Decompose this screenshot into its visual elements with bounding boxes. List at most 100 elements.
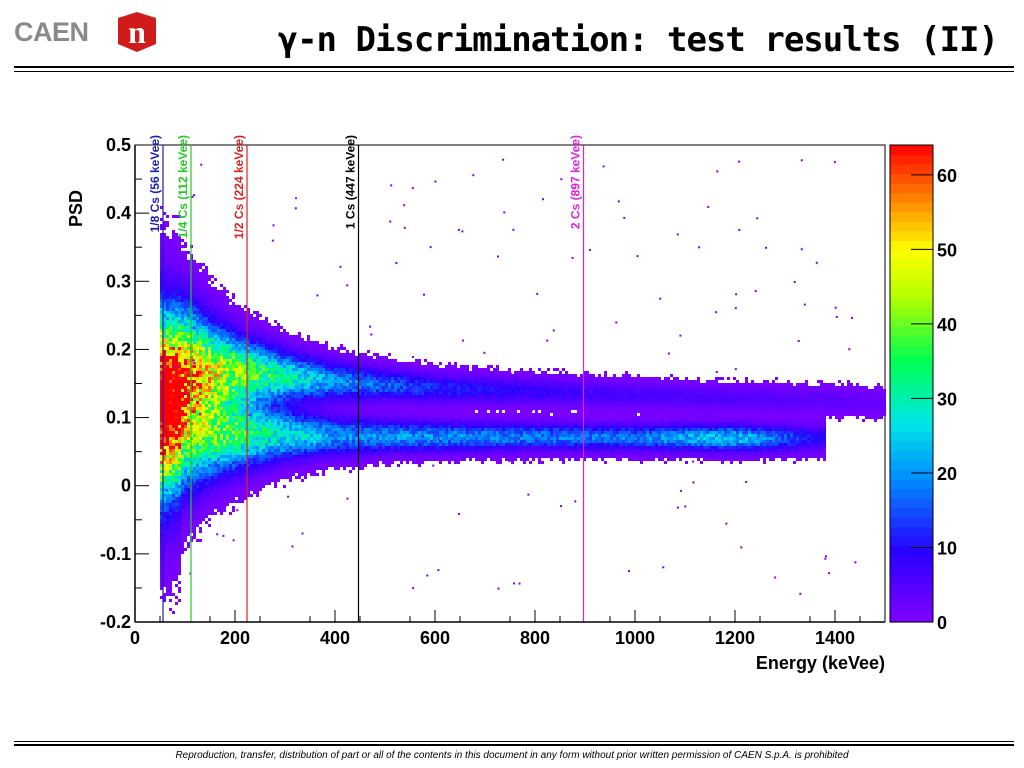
heatmap-cell xyxy=(178,341,181,344)
heatmap-cell xyxy=(211,380,214,383)
heatmap-cell xyxy=(310,413,313,416)
heatmap-cell xyxy=(208,518,211,521)
heatmap-cell xyxy=(370,377,373,380)
heatmap-cell xyxy=(184,365,187,368)
heatmap-cell xyxy=(169,572,172,575)
heatmap-cell xyxy=(241,455,244,458)
heatmap-cell xyxy=(166,437,169,440)
heatmap-cell xyxy=(217,443,220,446)
heatmap-cell xyxy=(265,407,268,410)
heatmap-cell xyxy=(211,332,214,335)
heatmap-cell xyxy=(175,515,178,518)
heatmap-cell xyxy=(295,476,298,479)
heatmap-cell xyxy=(247,416,250,419)
heatmap-cell xyxy=(388,368,391,371)
heatmap-cell xyxy=(199,500,202,503)
heatmap-cell xyxy=(178,494,181,497)
heatmap-cell xyxy=(274,419,277,422)
heatmap-cell xyxy=(202,479,205,482)
heatmap-cell xyxy=(238,371,241,374)
heatmap-cell xyxy=(280,392,283,395)
heatmap-cell xyxy=(253,446,256,449)
heatmap-cell xyxy=(268,443,271,446)
heatmap-cell xyxy=(241,443,244,446)
heatmap-cell xyxy=(166,590,169,593)
heatmap-cell xyxy=(178,371,181,374)
heatmap-cell xyxy=(166,272,169,275)
heatmap-cell xyxy=(208,386,211,389)
heatmap-cell xyxy=(295,452,298,455)
heatmap-cell xyxy=(379,440,382,443)
heatmap-cell xyxy=(307,347,310,350)
heatmap-cell xyxy=(238,443,241,446)
heatmap-cell xyxy=(250,347,253,350)
heatmap-cell xyxy=(178,449,181,452)
heatmap-cell xyxy=(169,281,172,284)
heatmap-cell xyxy=(256,482,259,485)
heatmap-cell xyxy=(211,422,214,425)
heatmap-cell xyxy=(271,410,274,413)
heatmap-cell xyxy=(178,257,181,260)
heatmap-cell xyxy=(166,266,169,269)
heatmap-cell xyxy=(193,425,196,428)
heatmap-cell xyxy=(214,479,217,482)
heatmap-cell xyxy=(397,404,400,407)
heatmap-cell xyxy=(334,353,337,356)
heatmap-cell xyxy=(280,356,283,359)
heatmap-cell xyxy=(247,461,250,464)
heatmap-cell xyxy=(229,329,232,332)
heatmap-cell xyxy=(331,431,334,434)
heatmap-cell xyxy=(220,284,223,287)
heatmap-cell xyxy=(184,332,187,335)
heatmap-cell xyxy=(397,413,400,416)
heatmap-cell xyxy=(199,518,202,521)
heatmap-cell xyxy=(235,461,238,464)
heatmap-cell xyxy=(295,356,298,359)
heatmap-cell xyxy=(199,512,202,515)
heatmap-cell xyxy=(184,539,187,542)
heatmap-cell xyxy=(232,470,235,473)
heatmap-cell xyxy=(169,251,172,254)
heatmap-cell xyxy=(283,440,286,443)
heatmap-cell xyxy=(202,389,205,392)
heatmap-cell xyxy=(253,383,256,386)
heatmap-cell xyxy=(301,410,304,413)
heatmap-cell xyxy=(343,419,346,422)
heatmap-cell xyxy=(382,371,385,374)
heatmap-cell xyxy=(322,431,325,434)
heatmap-cell xyxy=(325,431,328,434)
heatmap-cell xyxy=(382,386,385,389)
heatmap-cell xyxy=(340,398,343,401)
heatmap-cell xyxy=(322,353,325,356)
heatmap-cell xyxy=(163,413,166,416)
heatmap-cell xyxy=(274,344,277,347)
heatmap-cell xyxy=(301,407,304,410)
heatmap-cell xyxy=(346,419,349,422)
heatmap-cell xyxy=(244,458,247,461)
heatmap-cell xyxy=(313,353,316,356)
heatmap-cell xyxy=(349,461,352,464)
heatmap-cell xyxy=(166,572,169,575)
heatmap-cell xyxy=(394,428,397,431)
heatmap-cell xyxy=(376,356,379,359)
heatmap-cell xyxy=(283,329,286,332)
heatmap-cell xyxy=(262,392,265,395)
heatmap-cell xyxy=(379,374,382,377)
heatmap-cell xyxy=(295,422,298,425)
heatmap-cell xyxy=(172,389,175,392)
heatmap-cell xyxy=(346,443,349,446)
heatmap-cell xyxy=(199,290,202,293)
heatmap-cell xyxy=(310,353,313,356)
heatmap-cell xyxy=(217,488,220,491)
heatmap-cell xyxy=(304,353,307,356)
heatmap-cell xyxy=(238,314,241,317)
heatmap-cell xyxy=(349,413,352,416)
heatmap-cell xyxy=(205,281,208,284)
heatmap-cell xyxy=(250,464,253,467)
heatmap-cell xyxy=(325,425,328,428)
heatmap-cell xyxy=(280,347,283,350)
heatmap-cell xyxy=(175,383,178,386)
heatmap-cell xyxy=(169,314,172,317)
heatmap-cell xyxy=(367,383,370,386)
heatmap-cell xyxy=(322,350,325,353)
